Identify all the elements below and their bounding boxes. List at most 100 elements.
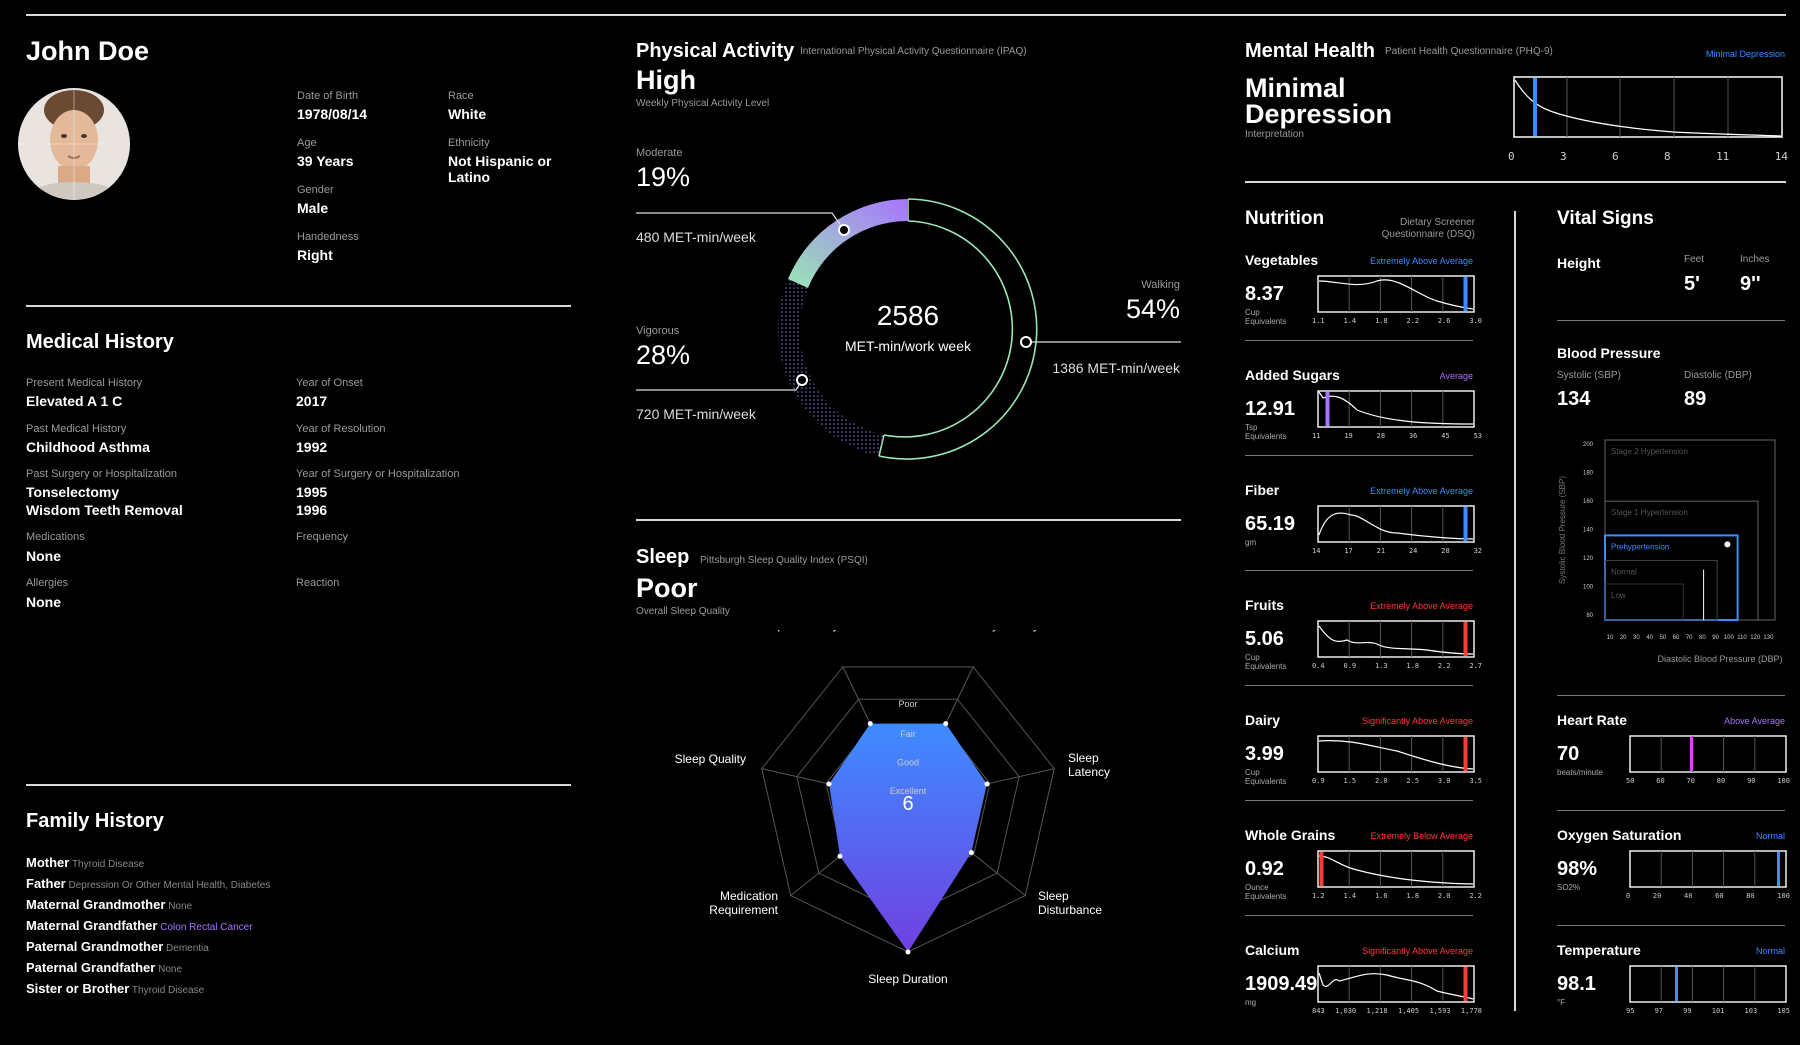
onset-label: Year of Onset bbox=[296, 377, 363, 389]
family-relation: Mother bbox=[26, 855, 70, 870]
nutrition-vitals-divider bbox=[1514, 211, 1516, 1011]
nutrition-separator bbox=[1245, 915, 1473, 916]
tick-label: 2.2 bbox=[1437, 662, 1451, 670]
bp-x-tick: 60 bbox=[1673, 635, 1680, 641]
tick-label: 0.9 bbox=[1312, 777, 1325, 785]
tick-label: 80 bbox=[1716, 777, 1726, 785]
nutrition-ticks: 1.1 1.4 1.8 2.2 2.6 3.0 bbox=[1312, 317, 1482, 325]
nutrition-item-value: 12.91 bbox=[1245, 398, 1296, 420]
tick-label: 0.9 bbox=[1343, 662, 1357, 670]
phq-distribution-chart bbox=[1513, 76, 1783, 138]
mental-tag: Minimal Depression bbox=[1705, 49, 1785, 59]
nutrition-ticks: 14 17 21 24 28 32 bbox=[1312, 547, 1482, 555]
tick-label: 99 bbox=[1683, 1007, 1692, 1015]
bp-zone-label: Stage 1 Hypertension bbox=[1611, 508, 1688, 517]
tick-label: 3.5 bbox=[1469, 777, 1482, 785]
frequency-label: Frequency bbox=[296, 531, 348, 543]
tick-label: 3.0 bbox=[1437, 777, 1451, 785]
bp-y-tick: 180 bbox=[1583, 471, 1594, 477]
family-condition: Dementia bbox=[163, 943, 209, 954]
nutrition-item-unit-2: Equivalents bbox=[1245, 432, 1287, 441]
tick-label: 100 bbox=[1777, 777, 1790, 785]
family-relation: Father bbox=[26, 876, 66, 891]
family-row: Sister or Brother Thyroid Disease bbox=[26, 979, 270, 1000]
tick-label: 11 bbox=[1312, 432, 1321, 440]
activity-questionnaire: International Physical Activity Question… bbox=[800, 46, 1027, 57]
sleep-score-point bbox=[837, 853, 843, 859]
radar-axis-label: Latency bbox=[1068, 765, 1110, 779]
phq-marker bbox=[1533, 78, 1537, 136]
sleep-score-point bbox=[968, 850, 974, 856]
vital-unit: °F bbox=[1557, 998, 1566, 1007]
tick-label: 60 bbox=[1715, 892, 1724, 900]
bp-y-tick: 120 bbox=[1583, 556, 1594, 562]
tick-label: 1.8 bbox=[1374, 317, 1388, 325]
bp-x-tick: 110 bbox=[1737, 635, 1747, 641]
middle-divider bbox=[636, 519, 1181, 521]
allergies-label: Allergies bbox=[26, 577, 69, 589]
nutrition-separator bbox=[1245, 455, 1473, 456]
nutrition-item-value: 8.37 bbox=[1245, 283, 1284, 305]
nutrition-item-name: Vegetables bbox=[1245, 252, 1319, 268]
bp-zone-label: Stage 2 Hypertension bbox=[1611, 447, 1688, 456]
vitals-sep bbox=[1557, 810, 1785, 811]
tick-label: 95 bbox=[1626, 1007, 1635, 1015]
vital-label: Temperature bbox=[1557, 942, 1641, 958]
top-divider bbox=[26, 14, 1786, 16]
nutrition-item-name: Fruits bbox=[1245, 597, 1284, 613]
radar-axis-label: Sleep bbox=[1068, 751, 1099, 765]
nutrition-marker bbox=[1463, 737, 1468, 771]
nutrition-item-unit: gm bbox=[1245, 538, 1257, 547]
nutrition-item-tag: Extremely Above Average bbox=[1370, 486, 1473, 496]
activity-total: 2586 bbox=[876, 300, 940, 331]
dob-value: 1978/08/14 bbox=[297, 106, 368, 122]
phq-tick: 0 bbox=[1508, 150, 1515, 163]
nutrition-ticks: 843 1,030 1,218 1,405 1,593 1,778 bbox=[1312, 1007, 1482, 1015]
tick-label: 1.1 bbox=[1312, 317, 1325, 325]
sleep-level: Poor bbox=[636, 573, 698, 603]
nutrition-ticks: 0.9 1.5 2.0 2.5 3.0 3.5 bbox=[1312, 777, 1482, 785]
walking-met: 1386 MET-min/week bbox=[1052, 360, 1180, 376]
bp-y-tick: 80 bbox=[1586, 613, 1593, 619]
tick-label: 1.8 bbox=[1406, 662, 1420, 670]
family-row: Maternal Grandfather Colon Rectal Cancer bbox=[26, 916, 270, 937]
inches-label: Inches bbox=[1740, 254, 1770, 265]
nutrition-distribution-chart bbox=[1317, 390, 1475, 428]
vital-range-chart bbox=[1629, 735, 1787, 773]
family-row: Paternal Grandfather None bbox=[26, 958, 270, 979]
activity-level: High bbox=[636, 65, 696, 95]
tick-label: 21 bbox=[1376, 547, 1386, 555]
mental-title: Mental Health bbox=[1245, 40, 1376, 62]
tick-label: 2.0 bbox=[1437, 892, 1451, 900]
bp-x-tick: 120 bbox=[1750, 635, 1761, 641]
nutrition-item-tag: Extremely Above Average bbox=[1370, 601, 1473, 611]
vital-unit: beats/minute bbox=[1557, 768, 1603, 777]
vital-tag: Normal bbox=[1755, 946, 1785, 956]
sbp-label: Systolic (SBP) bbox=[1557, 370, 1621, 381]
family-row: Father Depression Or Other Mental Health… bbox=[26, 874, 270, 895]
tick-label: 1.8 bbox=[1406, 892, 1420, 900]
tick-label: 100 bbox=[1777, 892, 1790, 900]
nutrition-distribution-chart bbox=[1317, 735, 1475, 773]
bp-x-tick: 70 bbox=[1686, 635, 1693, 641]
left-divider-2 bbox=[26, 784, 571, 786]
family-relation: Paternal Grandmother bbox=[26, 939, 164, 954]
bp-x-tick: 90 bbox=[1712, 635, 1719, 641]
surgery-year-label: Year of Surgery or Hospitalization bbox=[296, 468, 460, 480]
tick-label: 80 bbox=[1746, 892, 1755, 900]
tick-label: 1,030 bbox=[1335, 1007, 1357, 1015]
vigorous-arc bbox=[777, 279, 884, 456]
family-relation: Paternal Grandfather bbox=[26, 960, 156, 975]
resolution-label: Year of Resolution bbox=[296, 423, 386, 435]
moderate-percent: 19% bbox=[636, 162, 691, 192]
nutrition-distribution-chart bbox=[1317, 505, 1475, 543]
vital-tag: Above Average bbox=[1724, 716, 1785, 726]
tick-label: 53 bbox=[1473, 432, 1482, 440]
onset-value: 2017 bbox=[296, 393, 328, 409]
walking-arc bbox=[878, 198, 1038, 460]
vigorous-marker bbox=[796, 374, 808, 386]
nutrition-item-value: 3.99 bbox=[1245, 743, 1284, 765]
sleep-score-point bbox=[943, 721, 949, 727]
walking-percent: 54% bbox=[1125, 294, 1180, 324]
nutrition-separator bbox=[1245, 570, 1473, 571]
